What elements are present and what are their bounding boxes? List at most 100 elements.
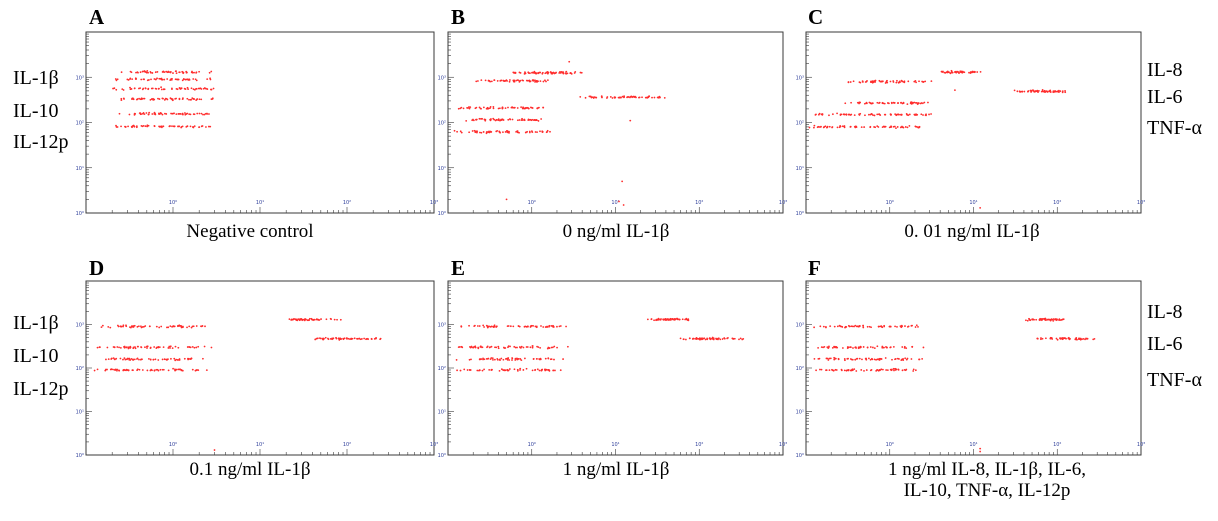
event-point [827,346,830,349]
event-point [359,338,362,341]
event-point [883,325,886,328]
x-tick-label: 10⁰ [169,442,177,448]
event-point [453,129,456,132]
event-point [1058,91,1060,94]
event-point [154,78,157,81]
event-point [540,118,543,120]
event-point [691,338,694,340]
event-point [536,368,539,371]
event-point [200,98,203,101]
bead-cluster [813,356,924,362]
event-point [908,113,911,116]
event-point [1033,90,1036,93]
event-point [513,368,516,371]
event-point [180,87,182,90]
event-point [115,126,118,128]
bead-cluster [940,69,982,75]
event-point [200,125,203,128]
event-point [546,347,549,350]
event-point [186,78,189,81]
event-point [138,97,140,100]
event-point [154,87,157,90]
event-point [495,130,498,133]
event-point [717,338,719,341]
event-point [562,358,564,360]
event-point [950,70,953,73]
event-point [502,119,505,121]
event-point [899,113,902,116]
outlier-point [979,450,982,453]
event-point [903,346,906,349]
event-point [466,107,469,109]
event-point [914,114,916,117]
event-point [153,369,156,372]
event-point [119,357,122,360]
x-tick-label: 10¹ [256,442,264,448]
event-point [347,337,350,340]
event-point [187,358,189,361]
event-point [900,324,903,327]
event-point [476,369,479,372]
event-point [591,96,594,99]
event-point [497,345,500,348]
event-point [143,113,146,116]
event-point [508,80,511,83]
event-point [491,357,494,360]
panel-letter-e: E [451,256,466,280]
event-point [861,358,863,361]
event-point [460,106,463,109]
event-point [147,113,150,116]
event-point [325,318,328,321]
event-point [920,113,923,116]
x-tick-label: 10³ [430,442,438,448]
event-point [924,114,927,117]
event-point [843,125,846,128]
event-point [485,131,488,134]
event-point [883,346,885,349]
event-point [168,125,171,128]
event-point [870,357,873,360]
event-point [866,346,869,349]
event-point [327,337,329,340]
event-point [1018,90,1021,93]
event-point [118,369,120,372]
event-point [495,326,498,328]
event-point [488,368,491,371]
event-point [478,117,481,120]
event-point [483,358,486,361]
event-point [482,106,485,109]
event-point [145,112,148,114]
event-point [100,326,103,329]
event-point [127,347,130,350]
right-label-tnfa-top: TNF-α [1147,117,1202,139]
event-point [112,346,115,348]
event-point [101,324,104,327]
event-point [208,71,211,74]
event-point [189,98,192,101]
event-point [1026,319,1029,322]
event-point [457,107,460,110]
event-point [502,131,504,134]
event-point [123,357,126,360]
event-point [916,103,919,106]
event-point [178,358,181,360]
event-point [193,125,196,128]
event-point [168,345,171,348]
event-point [143,78,145,81]
event-point [195,87,198,90]
event-point [1040,90,1043,93]
event-point [163,358,166,361]
event-point [1013,89,1016,92]
event-point [522,346,525,349]
event-point [877,126,880,128]
plot-frame [85,280,435,456]
event-point [153,346,156,348]
event-point [815,369,817,372]
caption-e: 1 ng/ml IL-1β [562,459,670,480]
event-point [865,358,868,361]
event-point [123,346,126,349]
event-point [588,95,591,98]
event-point [137,325,140,328]
event-point [905,368,908,371]
event-point [331,337,334,340]
